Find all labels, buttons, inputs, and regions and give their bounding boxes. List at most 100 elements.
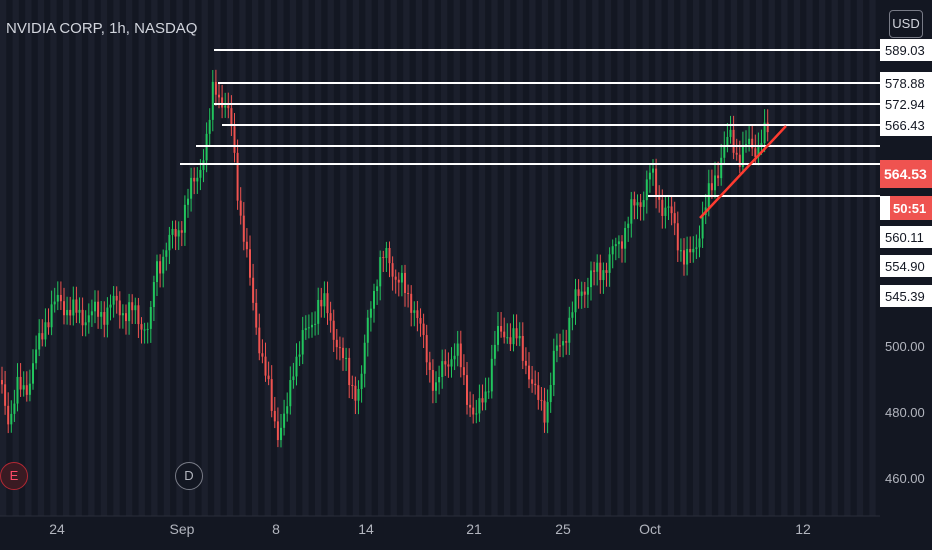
candle-body xyxy=(270,379,273,411)
candle-body xyxy=(503,331,506,338)
candle-body xyxy=(763,122,766,144)
candle-body xyxy=(149,307,152,329)
dividend-event-icon[interactable]: D xyxy=(175,462,203,490)
candle-body xyxy=(162,256,165,274)
time-axis[interactable]: 24 Sep 8 14 21 25 Oct 12 xyxy=(49,521,811,537)
candle-body xyxy=(555,345,558,351)
session-stripe xyxy=(491,0,498,516)
price-tag-bg xyxy=(880,255,932,277)
session-stripe xyxy=(126,0,133,516)
candle-body xyxy=(314,323,317,325)
price-tick-label: 545.39 xyxy=(885,289,925,304)
candle-body xyxy=(441,361,444,377)
candle-body xyxy=(301,330,304,355)
session-stripe xyxy=(88,0,95,516)
candle-body xyxy=(100,312,103,317)
session-stripe xyxy=(226,0,234,516)
price-tag-bg xyxy=(880,226,932,248)
session-stripe xyxy=(151,0,158,516)
candle-body xyxy=(140,324,143,330)
candle-body xyxy=(686,248,689,265)
candle-body xyxy=(357,389,360,401)
candle-body xyxy=(574,289,577,313)
candle-body xyxy=(565,341,568,343)
session-stripe xyxy=(75,0,82,516)
candle-body xyxy=(174,228,177,237)
current-price-tag-bg xyxy=(880,160,932,188)
candle-body xyxy=(571,312,574,318)
candle-body xyxy=(490,358,493,392)
candle-body xyxy=(72,299,75,316)
time-tick-label: Sep xyxy=(170,521,195,537)
candle-body xyxy=(1,380,3,385)
candle-body xyxy=(518,335,521,339)
candle-body xyxy=(208,119,211,134)
candle-body xyxy=(261,353,264,357)
session-stripe xyxy=(592,0,599,516)
candle-body xyxy=(311,324,313,328)
candle-body xyxy=(428,362,431,370)
candle-body xyxy=(187,198,189,205)
candle-body xyxy=(227,105,230,109)
candle-body xyxy=(283,413,286,428)
session-stripe xyxy=(113,0,120,516)
candle-body xyxy=(205,133,208,161)
currency-badge[interactable]: USD xyxy=(889,10,923,38)
session-stripe xyxy=(163,0,171,516)
candle-body xyxy=(608,254,611,273)
candle-body xyxy=(351,385,354,387)
candle-body xyxy=(748,138,751,145)
candle-body xyxy=(69,309,72,316)
candle-body xyxy=(342,347,344,359)
candle-body xyxy=(534,383,537,386)
candle-body xyxy=(497,326,499,345)
candle-body xyxy=(112,295,115,305)
candle-body xyxy=(524,360,527,366)
candle-body xyxy=(692,248,695,253)
time-axis-panel[interactable] xyxy=(0,516,880,550)
candle-body xyxy=(431,369,434,391)
candle-body xyxy=(487,391,490,393)
candle-body xyxy=(583,291,586,295)
trendline[interactable] xyxy=(699,125,787,219)
candle-body xyxy=(447,364,450,367)
candle-body xyxy=(546,402,549,423)
candle-body xyxy=(35,349,38,364)
session-stripe xyxy=(730,0,738,516)
time-tick-label: 24 xyxy=(49,521,65,537)
session-stripe xyxy=(63,0,70,516)
session-stripe xyxy=(176,0,183,516)
candle-body xyxy=(53,301,56,305)
candle-body xyxy=(466,375,468,405)
candle-body xyxy=(729,129,732,137)
candle-body xyxy=(661,199,664,216)
time-tick-label: 14 xyxy=(358,521,374,537)
price-axis[interactable]: 589.03 578.88 572.94 566.43 560.11 554.90 545.… xyxy=(880,39,932,486)
candle-body xyxy=(168,234,171,251)
candle-body xyxy=(766,122,769,133)
session-stripe xyxy=(441,0,448,516)
candle-body xyxy=(338,347,341,349)
candle-body xyxy=(193,177,196,182)
candle-body xyxy=(326,293,329,314)
session-stripe xyxy=(756,0,763,516)
candles xyxy=(1,69,769,448)
earnings-event-icon[interactable]: E xyxy=(0,462,28,490)
candle-body xyxy=(115,295,118,301)
candle-body xyxy=(19,376,22,390)
candle-body xyxy=(385,247,388,259)
candle-body xyxy=(249,249,251,278)
session-stripe xyxy=(655,0,662,516)
candle-body xyxy=(239,200,242,216)
candle-body xyxy=(97,301,100,317)
candle-body xyxy=(655,168,658,196)
session-stripe xyxy=(25,0,32,516)
candle-body xyxy=(478,398,481,414)
session-stripe xyxy=(100,0,108,516)
candle-body xyxy=(645,179,648,201)
session-stripe xyxy=(781,0,788,516)
session-stripe xyxy=(642,0,649,516)
candle-body xyxy=(280,427,282,441)
candle-body xyxy=(413,310,416,313)
